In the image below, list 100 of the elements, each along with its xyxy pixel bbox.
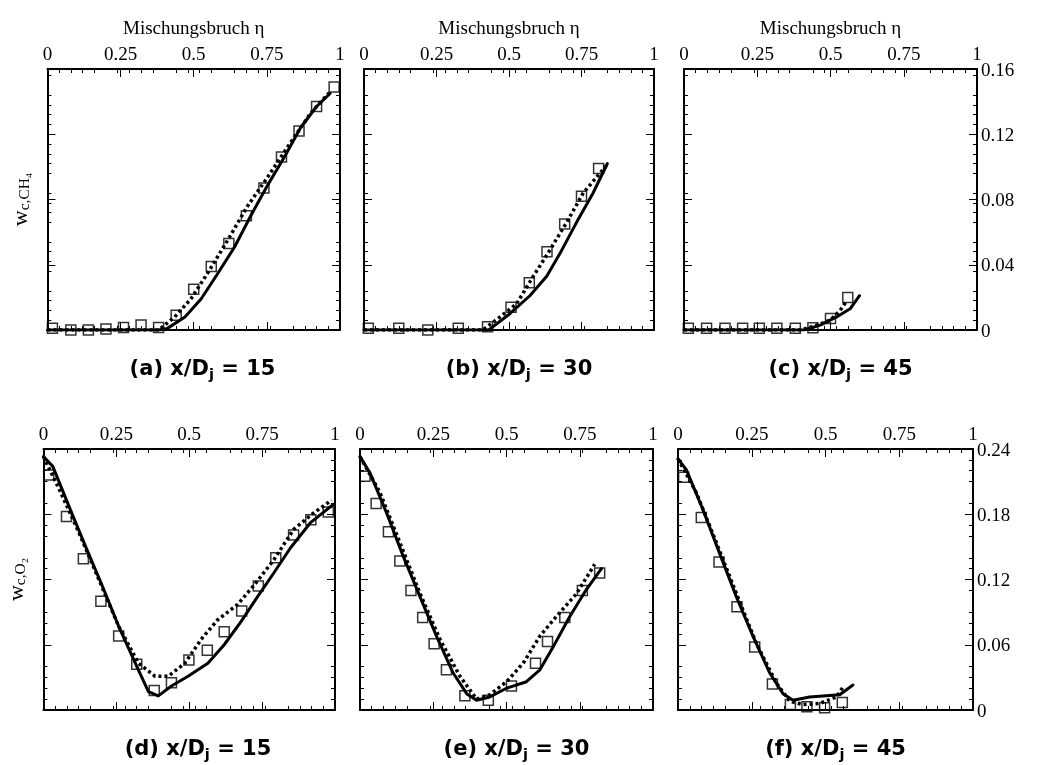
x-tick-label: 0.25: [735, 423, 769, 444]
point: [576, 584, 589, 597]
point: [736, 322, 749, 335]
point: [695, 511, 708, 524]
point: [170, 309, 182, 322]
point: [165, 677, 178, 689]
x-tick-label: 0.25: [416, 423, 450, 444]
point: [223, 237, 235, 250]
point: [541, 245, 553, 258]
point: [235, 605, 248, 617]
point: [370, 497, 382, 510]
point: [95, 595, 107, 607]
x-tick-label: 1: [330, 423, 340, 444]
point: [505, 301, 517, 313]
y-tick-label: 0.08: [981, 189, 1015, 210]
point: [807, 321, 819, 334]
point: [523, 276, 536, 289]
x-tick-label: 0.75: [245, 423, 279, 444]
x-tick-label: 0.75: [250, 43, 284, 64]
point: [240, 210, 253, 222]
point: [77, 553, 90, 565]
point: [258, 182, 270, 194]
point: [558, 218, 571, 230]
point: [700, 322, 713, 335]
x-tick-label: 0: [38, 423, 49, 444]
point: [748, 641, 761, 653]
point: [275, 151, 288, 163]
x-tick-label: 0.5: [494, 423, 519, 444]
point: [305, 513, 317, 526]
point: [218, 625, 230, 638]
point: [382, 525, 395, 538]
x-tick-label: 1: [335, 43, 345, 64]
x-tick-label: 0.5: [497, 43, 521, 64]
x-tick-label: 0: [42, 43, 53, 64]
point: [148, 684, 160, 697]
point: [459, 690, 471, 702]
point: [452, 322, 464, 335]
point: [201, 644, 214, 656]
point: [529, 657, 542, 669]
y-tick-label: 0.24: [977, 438, 1011, 460]
point: [252, 580, 265, 592]
y-tick-label: 0.06: [977, 634, 1011, 656]
y-tick-label: 0: [981, 319, 991, 341]
x-tick-label: 0.5: [181, 43, 206, 64]
x-tick-label: 0.75: [563, 423, 597, 444]
point: [541, 635, 554, 648]
y-tick-label: 0.12: [981, 123, 1015, 145]
y-tick-label: 0.16: [981, 58, 1015, 80]
point: [592, 162, 605, 175]
point: [766, 678, 779, 690]
point: [287, 529, 300, 541]
point: [270, 552, 282, 564]
point: [771, 322, 783, 335]
x-tick-label: 0.25: [103, 43, 138, 64]
point: [842, 291, 854, 304]
point: [293, 125, 305, 137]
point: [100, 323, 112, 335]
point: [719, 322, 731, 335]
y-tick-label: 0.12: [977, 569, 1011, 590]
point: [575, 190, 588, 202]
y-tick-label: 0.04: [981, 254, 1015, 276]
y-tick-label: 0.18: [977, 503, 1011, 525]
point: [60, 510, 73, 523]
point: [112, 630, 125, 642]
x-tick-label: 0.75: [887, 43, 921, 64]
x-tick-label: 0.5: [813, 423, 838, 444]
point: [789, 322, 802, 335]
point: [824, 312, 837, 325]
point: [440, 664, 453, 676]
y-axis-title: wc,O₂: [2, 557, 29, 602]
point: [82, 324, 95, 336]
x-axis-title: Mischungsbruch η: [759, 17, 902, 38]
y-tick-label: 0: [977, 699, 987, 721]
point: [205, 260, 218, 273]
x-tick-label: 1: [972, 43, 982, 64]
point: [152, 321, 165, 334]
point: [482, 694, 495, 706]
point: [183, 654, 195, 666]
point: [65, 324, 77, 336]
x-tick-label: 0: [355, 423, 365, 444]
y-axis-title: wc,CH₄: [6, 172, 33, 227]
x-tick-label: 0.25: [99, 423, 133, 444]
point: [362, 322, 375, 335]
x-tick-label: 0.5: [818, 43, 843, 64]
point: [836, 696, 849, 709]
point: [593, 567, 606, 579]
point: [117, 321, 130, 334]
point: [322, 506, 335, 518]
x-tick-label: 0: [673, 423, 683, 444]
point: [818, 702, 831, 714]
x-tick-label: 0.5: [177, 423, 202, 444]
x-tick-label: 1: [968, 423, 978, 444]
point: [328, 81, 340, 93]
x-tick-label: 0.75: [564, 43, 599, 64]
point: [405, 584, 417, 597]
point: [481, 320, 494, 333]
x-tick-label: 0: [359, 43, 369, 64]
x-tick-label: 0: [679, 43, 689, 64]
point: [801, 700, 813, 713]
point: [416, 611, 429, 624]
